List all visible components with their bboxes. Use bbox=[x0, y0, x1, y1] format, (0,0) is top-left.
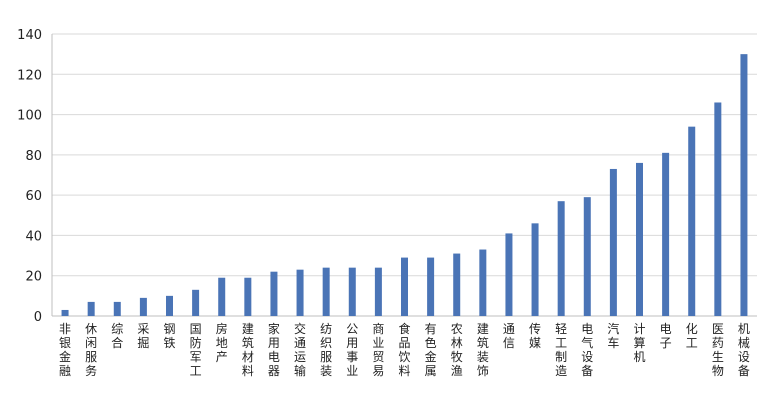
bar bbox=[113, 301, 121, 316]
category-label: 纺织服装 bbox=[320, 322, 332, 378]
bar bbox=[427, 257, 435, 316]
bar bbox=[531, 223, 539, 316]
bar bbox=[609, 168, 617, 316]
y-tick-label: 140 bbox=[17, 28, 42, 43]
bar bbox=[479, 249, 487, 316]
category-label: 医药生物 bbox=[712, 322, 724, 378]
category-label: 房地产 bbox=[216, 321, 228, 364]
bar bbox=[166, 295, 173, 316]
category-label: 电气设备 bbox=[581, 322, 593, 378]
y-tick-label: 60 bbox=[25, 189, 42, 204]
category-label: 计算机 bbox=[633, 322, 645, 364]
bar bbox=[636, 162, 643, 316]
category-label: 休闲服务 bbox=[85, 322, 97, 378]
bar bbox=[453, 253, 461, 316]
y-tick-label: 20 bbox=[25, 270, 42, 285]
y-tick-label: 40 bbox=[25, 229, 42, 244]
category-label: 食品饮料 bbox=[398, 321, 410, 378]
y-tick-label: 80 bbox=[25, 149, 42, 164]
bar bbox=[87, 301, 95, 316]
category-label: 建筑材料 bbox=[242, 322, 254, 378]
bar bbox=[218, 277, 226, 316]
bar bbox=[61, 309, 69, 316]
category-label: 国防军工 bbox=[190, 322, 202, 378]
category-label: 商业贸易 bbox=[372, 321, 384, 378]
bar bbox=[401, 257, 408, 316]
category-label: 非银金融 bbox=[59, 322, 71, 378]
y-tick-labels: 0 20 40 60 80 100 120 140 bbox=[17, 28, 42, 325]
bar bbox=[374, 267, 382, 316]
category-label: 汽车 bbox=[607, 321, 619, 350]
category-label: 电子 bbox=[660, 322, 672, 350]
y-tick-label: 120 bbox=[17, 68, 42, 83]
category-label: 家用电器 bbox=[268, 321, 280, 378]
bar bbox=[270, 271, 278, 316]
category-label: 农林牧渔 bbox=[451, 322, 463, 378]
category-label: 传媒 bbox=[529, 321, 541, 350]
category-label: 化工 bbox=[686, 322, 698, 350]
bar bbox=[322, 267, 330, 316]
bar bbox=[296, 269, 304, 316]
category-label: 建筑装饰 bbox=[477, 322, 489, 378]
bar bbox=[192, 289, 200, 316]
bars bbox=[61, 54, 748, 317]
bar bbox=[662, 152, 670, 316]
category-label: 钢铁 bbox=[163, 322, 175, 350]
bar bbox=[714, 102, 722, 316]
bar bbox=[139, 297, 147, 316]
category-label: 机械设备 bbox=[738, 322, 750, 378]
bar bbox=[348, 267, 356, 316]
category-label: 轻工制造 bbox=[555, 322, 567, 378]
category-label: 有色金属 bbox=[425, 322, 437, 378]
category-label: 交通运输 bbox=[294, 321, 306, 378]
category-label: 通信 bbox=[503, 322, 515, 350]
bar bbox=[688, 126, 696, 317]
y-tick-label: 100 bbox=[17, 109, 42, 124]
category-label: 采掘 bbox=[137, 322, 149, 350]
bar bbox=[505, 233, 513, 316]
bar bbox=[557, 201, 565, 316]
bar bbox=[244, 277, 252, 316]
category-label: 公用事业 bbox=[346, 322, 358, 378]
bar bbox=[740, 54, 748, 317]
category-label: 综合 bbox=[111, 322, 123, 350]
bar bbox=[583, 197, 591, 316]
y-tick-label: 0 bbox=[34, 310, 42, 325]
grid-lines bbox=[52, 33, 757, 277]
